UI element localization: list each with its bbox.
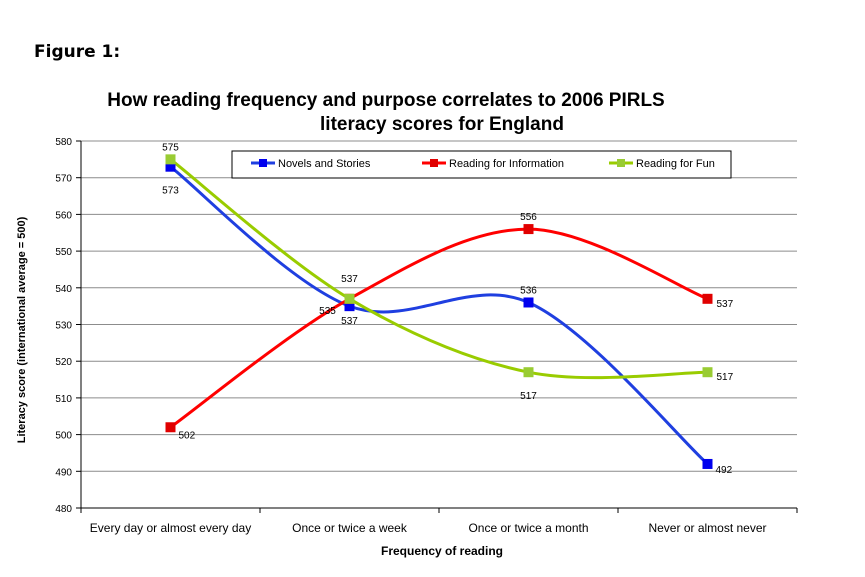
legend-entry: Reading for Fun	[636, 158, 715, 170]
series-markers	[165, 154, 713, 469]
legend: Novels and Stories Reading for Informatio…	[231, 150, 732, 179]
figure-label: Figure 1:	[34, 42, 121, 62]
y-tick-label: 510	[55, 394, 72, 405]
data-labels: 573 535 536 492 502 537 556 537 575 537 517 517	[162, 142, 733, 476]
x-tick-label: Every day or almost every day	[90, 521, 251, 535]
data-point-marker	[344, 293, 355, 304]
data-label: 492	[716, 465, 733, 476]
y-tick-labels: 480 490 500 510 520 530 540 550 560 570 580	[55, 137, 72, 515]
data-point-marker	[165, 154, 176, 165]
data-point-marker	[523, 297, 534, 308]
y-tick-label: 530	[55, 321, 72, 332]
data-point-marker	[702, 458, 713, 469]
data-label: 517	[717, 372, 734, 383]
legend-entry: Novels and Stories	[278, 158, 371, 170]
y-tick-label: 570	[55, 174, 72, 185]
x-tick-labels: Every day or almost every day Once or twi…	[90, 521, 767, 535]
chart-title-line-1: How reading frequency and purpose correl…	[107, 90, 665, 111]
data-point-marker	[165, 161, 176, 172]
data-label: 556	[520, 212, 537, 223]
legend-box	[231, 150, 732, 179]
data-point-marker	[523, 367, 534, 378]
data-label: 537	[341, 316, 358, 327]
y-tick-label: 560	[55, 210, 72, 221]
series-line	[169, 227, 709, 429]
data-label: 573	[162, 186, 179, 197]
data-point-marker	[165, 422, 176, 433]
chart-title-line-2: literacy scores for England	[320, 114, 564, 135]
data-label: 575	[162, 142, 179, 153]
x-tick-label: Never or almost never	[648, 521, 766, 535]
legend-marker	[617, 159, 625, 167]
y-tick-label: 480	[55, 504, 72, 515]
x-tick-label: Once or twice a week	[292, 521, 408, 535]
y-tick-label: 500	[55, 431, 72, 442]
data-point-marker	[523, 224, 534, 235]
data-point-marker	[702, 293, 713, 304]
y-tick-label: 490	[55, 467, 72, 478]
data-label: 502	[179, 430, 196, 441]
legend-entry: Reading for Information	[449, 158, 564, 170]
data-label: 537	[341, 274, 358, 285]
series-line	[169, 158, 708, 380]
y-tick-label: 580	[55, 137, 72, 148]
legend-marker	[430, 159, 438, 167]
x-tick-label: Once or twice a month	[468, 521, 588, 535]
data-label: 517	[520, 391, 537, 402]
axes	[80, 141, 798, 513]
y-tick-label: 520	[55, 357, 72, 368]
data-point-marker	[702, 367, 713, 378]
series-line	[169, 165, 709, 466]
data-label: 536	[520, 285, 537, 296]
series-lines	[169, 158, 709, 466]
data-point-marker	[344, 301, 355, 312]
legend-marker	[259, 159, 267, 167]
y-axis-title: Literacy score (international average = …	[16, 216, 28, 443]
data-label: 537	[717, 299, 734, 310]
data-label: 535	[319, 306, 336, 317]
gridlines	[76, 140, 797, 509]
y-tick-label: 550	[55, 247, 72, 258]
y-tick-label: 540	[55, 284, 72, 295]
x-axis-title: Frequency of reading	[381, 544, 503, 558]
